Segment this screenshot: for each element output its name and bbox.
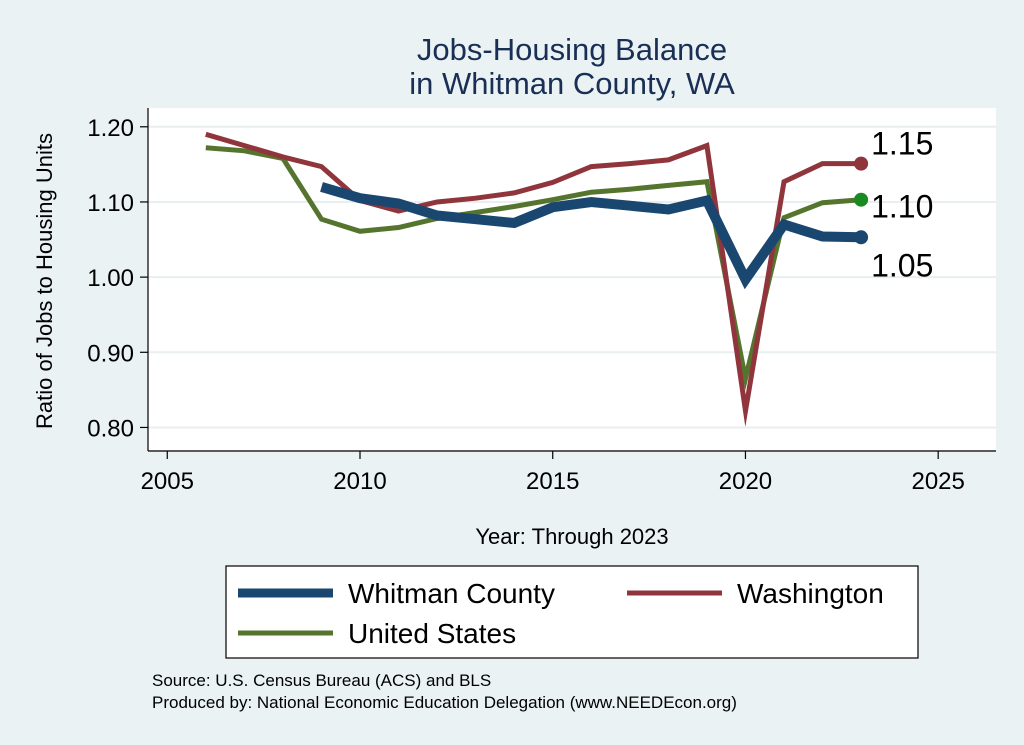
x-axis-title: Year: Through 2023 bbox=[475, 524, 668, 549]
y-tick-label: 1.00 bbox=[87, 265, 134, 292]
y-axis-title: Ratio of Jobs to Housing Units bbox=[32, 133, 57, 429]
end-marker-whitman-county bbox=[854, 230, 869, 245]
chart-title-line-2: in Whitman County, WA bbox=[409, 66, 735, 101]
y-axis: 0.80 0.90 1.00 1.10 1.20 bbox=[87, 115, 148, 442]
series-lines bbox=[205, 131, 862, 428]
end-label-united-states: 1.10 bbox=[871, 189, 933, 225]
x-tick-label: 2015 bbox=[526, 468, 579, 495]
end-markers bbox=[854, 156, 869, 245]
legend: Whitman County Washington United States bbox=[225, 565, 919, 659]
end-label-whitman-county: 1.05 bbox=[871, 247, 933, 283]
chart-title-line-1: Jobs-Housing Balance bbox=[417, 32, 727, 67]
legend-label-whitman-county: Whitman County bbox=[348, 578, 555, 609]
end-marker-washington bbox=[854, 156, 869, 171]
x-tick-label: 2005 bbox=[141, 468, 194, 495]
y-tick-label: 1.10 bbox=[87, 190, 134, 217]
y-tick-label: 1.20 bbox=[87, 115, 134, 142]
end-label-washington: 1.15 bbox=[871, 126, 933, 162]
x-tick-label: 2020 bbox=[719, 468, 772, 495]
series-line-whitman-county bbox=[320, 182, 862, 290]
series-line-washington bbox=[205, 131, 862, 428]
end-labels: 1.10 1.15 1.05 bbox=[871, 126, 933, 284]
x-tick-label: 2025 bbox=[911, 468, 964, 495]
y-tick-label: 0.80 bbox=[87, 415, 134, 442]
x-axis: 2005 2010 2015 2020 2025 bbox=[141, 451, 965, 495]
end-marker-united-states bbox=[854, 192, 869, 207]
legend-box bbox=[225, 565, 919, 659]
series-line-united-states bbox=[205, 145, 862, 391]
source-note: Source: U.S. Census Bureau (ACS) and BLS bbox=[152, 671, 491, 690]
x-tick-label: 2010 bbox=[333, 468, 386, 495]
legend-label-washington: Washington bbox=[737, 578, 884, 609]
y-tick-label: 0.90 bbox=[87, 340, 134, 367]
legend-label-united-states: United States bbox=[348, 618, 516, 649]
producer-note: Produced by: National Economic Education… bbox=[152, 693, 737, 712]
